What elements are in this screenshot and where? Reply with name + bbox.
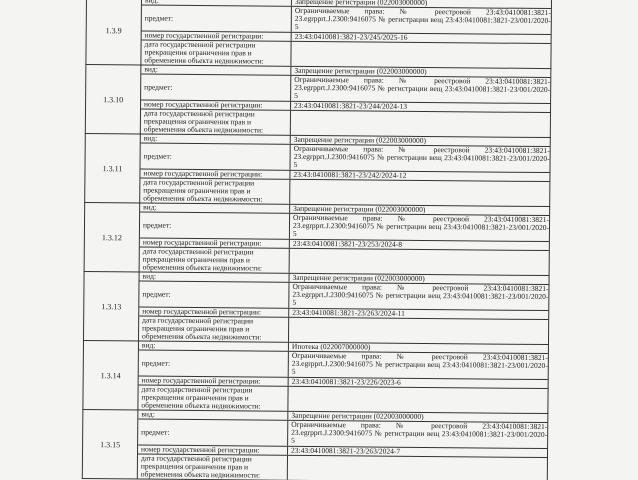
- end-date-label: дата государственной регистрации прекращ…: [140, 178, 291, 204]
- end-date-label: дата государственной регистрации прекращ…: [137, 453, 288, 480]
- subject-label: предмет:: [138, 419, 289, 446]
- entry-fields: вид: Запрещение регистрации (022003000000…: [140, 134, 550, 206]
- end-date-row: дата государственной регистрации прекращ…: [138, 316, 548, 344]
- entry-fields: вид: Запрещение регистрации (022003000000…: [137, 409, 548, 480]
- entry-number: 1.3.12: [84, 203, 141, 272]
- subject-value: Ограничиваемые права: № реестровой 23:43…: [294, 5, 551, 31]
- entry-number: 1.3.11: [85, 134, 141, 203]
- end-date-value: [291, 42, 550, 68]
- entry-fields: вид: Запрещение регистрации (022003000000…: [140, 65, 551, 137]
- end-date-value: [290, 249, 549, 275]
- subject-label: предмет:: [140, 143, 291, 170]
- end-date-label: дата государственной регистрации прекращ…: [141, 40, 292, 66]
- end-date-label: дата государственной регистрации прекращ…: [140, 109, 292, 135]
- end-date-label: дата государственной регистрации прекращ…: [139, 247, 290, 273]
- entry-number: 1.3.13: [83, 271, 140, 341]
- end-date-label: дата государственной регистрации прекращ…: [138, 316, 290, 342]
- entry-fields: вид: Запрещение регистрации (022003000000…: [141, 0, 551, 68]
- entry: 1.3.10 вид: Запрещение регистрации (022003…: [84, 65, 552, 139]
- end-date-row: дата государственной регистрации прекращ…: [141, 40, 550, 68]
- entry: 1.3.15 вид: Запрещение регистрации (022003…: [81, 409, 549, 480]
- subject-value: Ограничиваемые права: № реестровой 23:43…: [292, 212, 550, 238]
- end-date-value: [288, 387, 547, 413]
- entry: 1.3.12 вид: Запрещение регистрации (022003…: [83, 203, 551, 277]
- subject-value: Ограничиваемые права: № реестровой 23:43…: [294, 74, 551, 100]
- entry: 1.3.9 вид: Запрещение регистрации (0220030…: [85, 0, 552, 70]
- entry-number: 1.3.14: [83, 340, 139, 410]
- end-date-row: дата государственной регистрации прекращ…: [140, 109, 550, 137]
- kind-label: вид:: [138, 341, 289, 351]
- subject-label: предмет:: [139, 281, 290, 308]
- subject-label: предмет:: [141, 74, 292, 101]
- kind-label: вид:: [140, 134, 291, 144]
- entry-number: 1.3.10: [85, 65, 142, 134]
- entry: 1.3.13 вид: Запрещение регистрации (022003…: [82, 271, 550, 346]
- end-date-label: дата государственной регистрации прекращ…: [138, 385, 289, 411]
- subject-value: Ограничиваемые права: № реестровой 23:43…: [291, 350, 548, 376]
- end-date-value: [291, 111, 550, 137]
- entry-fields: вид: Ипотека (022007000000) предмет: Ограни…: [138, 341, 548, 413]
- kind-label: вид:: [139, 272, 290, 282]
- subject-label: предмет:: [138, 350, 289, 377]
- subject-value: Ограничиваемые права: № реестровой 23:43…: [291, 419, 548, 445]
- entry-number: 1.3.9: [86, 0, 142, 65]
- entry: 1.3.11 вид: Запрещение регистрации (022003…: [84, 134, 551, 208]
- subject-value: Ограничиваемые права: № реестровой 23:43…: [292, 281, 549, 307]
- kind-label: вид:: [138, 409, 289, 420]
- entry-fields: вид: Запрещение регистрации (022003000000…: [138, 272, 549, 344]
- end-date-row: дата государственной регистрации прекращ…: [139, 247, 549, 275]
- entry-number: 1.3.15: [82, 409, 139, 479]
- end-date-row: дата государственной регистрации прекращ…: [138, 385, 547, 413]
- subject-label: предмет:: [141, 5, 292, 32]
- kind-label: вид:: [140, 203, 291, 213]
- entry-fields: вид: Запрещение регистрации (022003000000…: [139, 203, 550, 275]
- kind-label: вид:: [141, 65, 292, 75]
- encumbrance-table: 1.3.9 вид: Запрещение регистрации (0220030…: [81, 0, 552, 480]
- end-date-value: [289, 318, 548, 344]
- end-date-value: [290, 180, 549, 206]
- entry: 1.3.14 вид: Ипотека (022007000000) предмет:…: [82, 340, 549, 415]
- end-date-value: [288, 456, 547, 480]
- end-date-row: дата государственной регистрации прекращ…: [137, 453, 547, 480]
- subject-value: Ограничиваемые права: № реестровой 23:43…: [293, 143, 550, 169]
- subject-label: предмет:: [139, 212, 291, 239]
- end-date-row: дата государственной регистрации прекращ…: [140, 178, 549, 206]
